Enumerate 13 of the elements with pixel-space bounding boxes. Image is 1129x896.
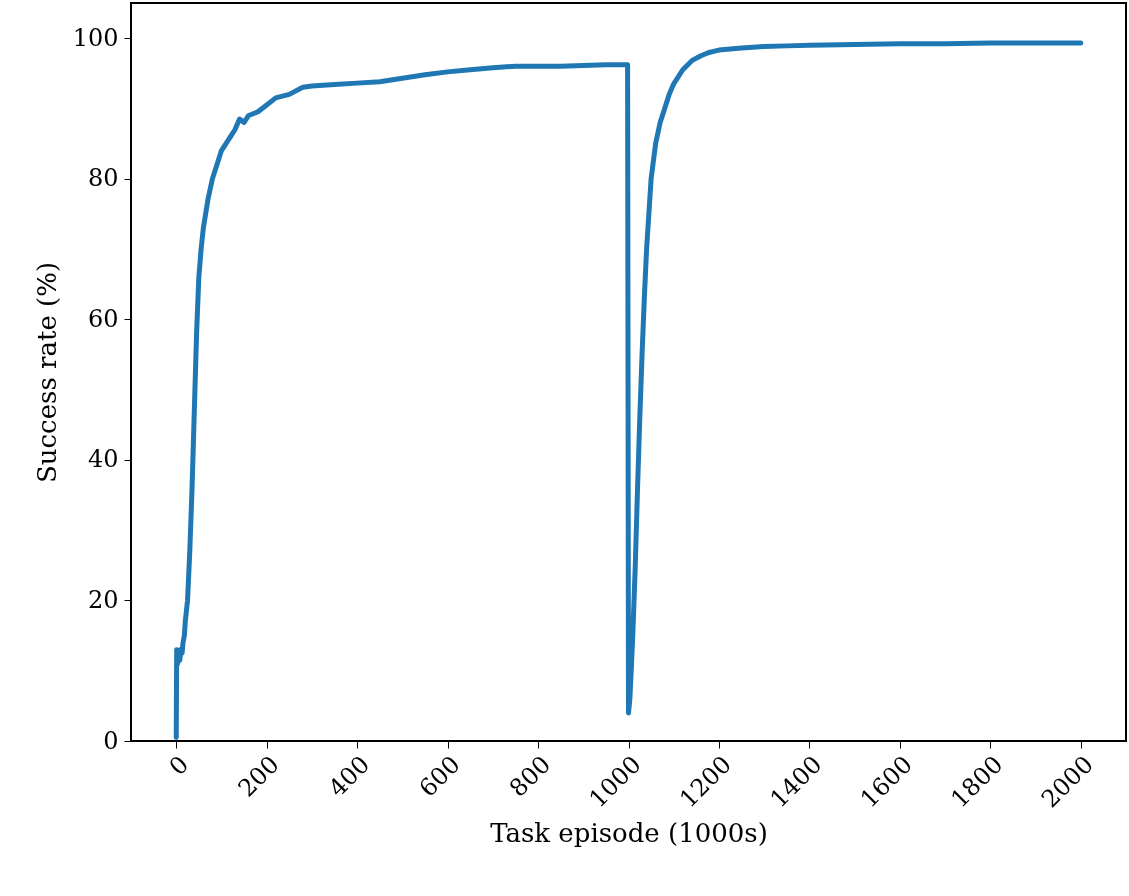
y-tick-label: 100 xyxy=(72,23,119,52)
x-tick-label: 200 xyxy=(232,750,285,803)
x-tick-label: 400 xyxy=(323,750,376,803)
y-tick-label: 80 xyxy=(87,164,119,193)
y-tick-label: 0 xyxy=(103,726,119,755)
y-tick-label: 20 xyxy=(87,585,119,614)
x-tick-label: 0 xyxy=(163,750,195,781)
x-tick-label: 800 xyxy=(504,750,557,803)
x-tick-label: 600 xyxy=(413,750,466,803)
x-axis-title: Task episode (1000s) xyxy=(490,817,768,848)
y-axis-title: Success rate (%) xyxy=(31,261,62,484)
y-tick-label: 60 xyxy=(87,304,119,333)
y-tick-label: 40 xyxy=(87,445,119,474)
